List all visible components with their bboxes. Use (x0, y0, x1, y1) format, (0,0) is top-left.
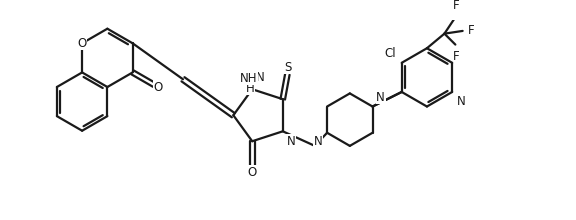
Text: O: O (78, 37, 87, 50)
Text: N: N (286, 135, 295, 148)
Text: NH: NH (240, 72, 257, 85)
Text: O: O (248, 166, 257, 179)
Text: F: F (468, 24, 475, 37)
Text: F: F (453, 0, 460, 12)
Text: N: N (457, 95, 465, 108)
Text: Cl: Cl (385, 47, 396, 60)
Text: N: N (314, 136, 323, 149)
Text: H: H (246, 82, 255, 95)
Text: S: S (285, 61, 292, 74)
Text: O: O (153, 81, 162, 94)
Text: F: F (453, 50, 460, 63)
Text: N: N (376, 91, 385, 104)
Text: N: N (256, 71, 264, 84)
